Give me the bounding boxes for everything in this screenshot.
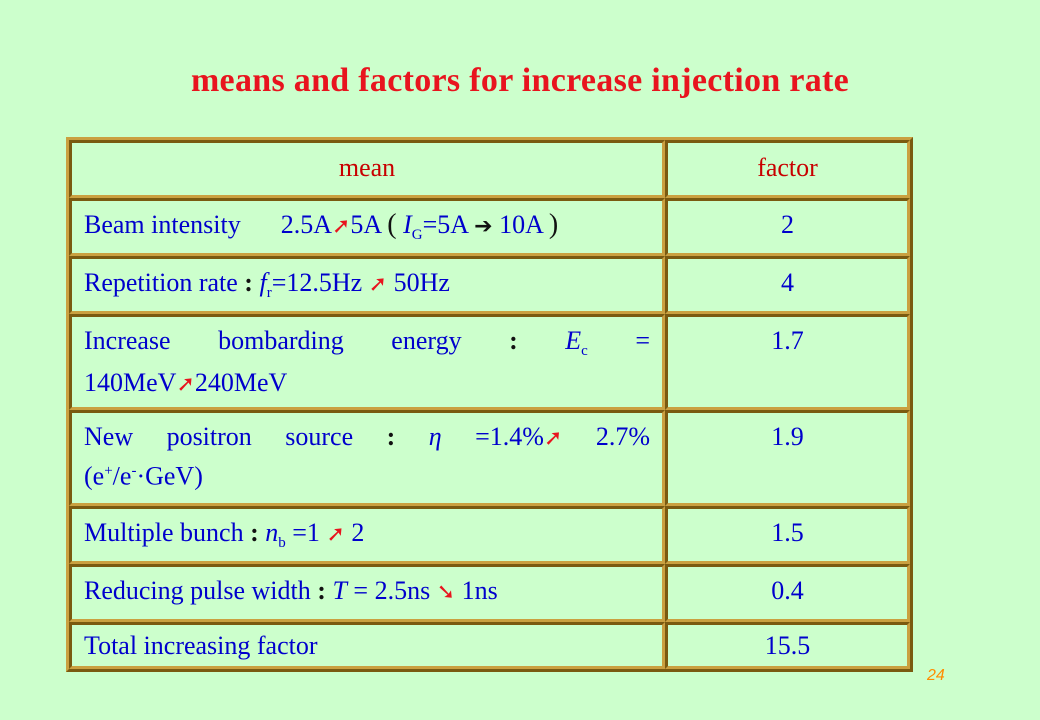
- row-label: Reducing pulse width: [84, 576, 311, 605]
- unit-mid: /e: [112, 461, 132, 491]
- value-to: 1ns: [461, 576, 498, 605]
- row-label: Repetition rate: [84, 268, 238, 297]
- unit-sup-minus: -: [131, 463, 137, 479]
- unit-sup-plus: +: [104, 463, 113, 479]
- row-label: Beam intensity: [84, 210, 241, 239]
- colon: :: [250, 518, 259, 547]
- colon: :: [386, 422, 396, 451]
- word: bombarding: [218, 326, 344, 355]
- row-beam-intensity-factor: 2: [665, 198, 910, 256]
- symbol-e: E: [565, 326, 582, 355]
- row-total-factor: 15.5: [665, 622, 910, 669]
- value-to: 2.7%: [595, 422, 651, 451]
- equals: =: [635, 326, 651, 355]
- arrow-up-icon: ➚: [368, 272, 388, 297]
- arrow-up-icon: ➚: [331, 214, 351, 239]
- value-from: =12.5Hz: [271, 268, 363, 297]
- row-multiple-bunch-factor: 1.5: [665, 506, 910, 564]
- value-to: 50Hz: [393, 268, 450, 297]
- header-mean: mean: [69, 140, 665, 198]
- symbol-eta: η: [428, 422, 442, 451]
- symbol-sub: b: [278, 535, 286, 552]
- colon: :: [244, 268, 253, 297]
- symbol-sub: c: [581, 343, 588, 360]
- row-repetition-rate-mean: Repetition rate : fr=12.5Hz ➚ 50Hz: [69, 256, 665, 314]
- symbol-sub: r: [266, 285, 272, 302]
- ig-to: 10A: [499, 210, 543, 239]
- word: Increase: [84, 326, 171, 355]
- row-positron-source-mean: New positron source : η =1.4%➚ 2.7% (e+/…: [69, 410, 665, 506]
- row-bombarding-energy-factor: 1.7: [665, 314, 910, 410]
- paren-close: ): [548, 209, 559, 240]
- header-factor: factor: [665, 140, 910, 198]
- row-multiple-bunch-mean: Multiple bunch : nb =1 ➚ 2: [69, 506, 665, 564]
- colon: :: [317, 576, 326, 605]
- unit-post: ·GeV): [136, 461, 203, 491]
- value-from: = 2.5ns: [353, 576, 431, 605]
- arrow-up-icon: ➚: [543, 426, 563, 451]
- row-label: Multiple bunch: [84, 518, 244, 547]
- symbol-sub: G: [411, 227, 423, 244]
- value-from: =1: [292, 518, 320, 547]
- value-from: 140MeV: [84, 368, 177, 398]
- ig-from: =5A: [422, 210, 468, 239]
- row-bombarding-energy-mean: Increase bombarding energy : Ec = 140MeV…: [69, 314, 665, 410]
- arrow-up-icon: ➚: [326, 522, 345, 547]
- row-beam-intensity-mean: Beam intensity 2.5A➚5A ( IG=5A ➔ 10A ): [69, 198, 665, 256]
- unit-pre: (e: [84, 461, 105, 491]
- word: New: [84, 422, 134, 451]
- row-repetition-rate-factor: 4: [665, 256, 910, 314]
- row-pulse-width-factor: 0.4: [665, 564, 910, 622]
- symbol-f: f: [259, 268, 267, 297]
- word: positron: [166, 422, 252, 451]
- symbol-t: T: [332, 576, 347, 605]
- arrow-up-icon: ➚: [176, 372, 195, 398]
- slide-title: means and factors for increase injection…: [190, 62, 850, 99]
- word: source: [285, 422, 354, 451]
- arrow-right-icon: ➔: [474, 214, 493, 239]
- value-to: 5A: [350, 210, 381, 239]
- symbol-n: n: [265, 518, 279, 547]
- row-pulse-width-mean: Reducing pulse width : T = 2.5ns ➘ 1ns: [69, 564, 665, 622]
- value-from: =1.4%: [475, 422, 544, 451]
- value-to: 240MeV: [194, 368, 288, 398]
- value-to: 2: [351, 518, 365, 547]
- arrow-down-icon: ➘: [436, 580, 456, 605]
- row-total-mean: Total increasing factor: [69, 622, 665, 669]
- row-positron-source-factor: 1.9: [665, 410, 910, 506]
- paren-open: (: [387, 209, 397, 240]
- page-number: 24: [927, 667, 945, 684]
- value-from: 2.5A: [280, 210, 332, 239]
- word: energy: [391, 326, 462, 355]
- means-factors-table: mean factor Beam intensity 2.5A➚5A ( IG=5…: [66, 137, 913, 672]
- colon: :: [509, 326, 518, 355]
- symbol-i: I: [403, 210, 412, 239]
